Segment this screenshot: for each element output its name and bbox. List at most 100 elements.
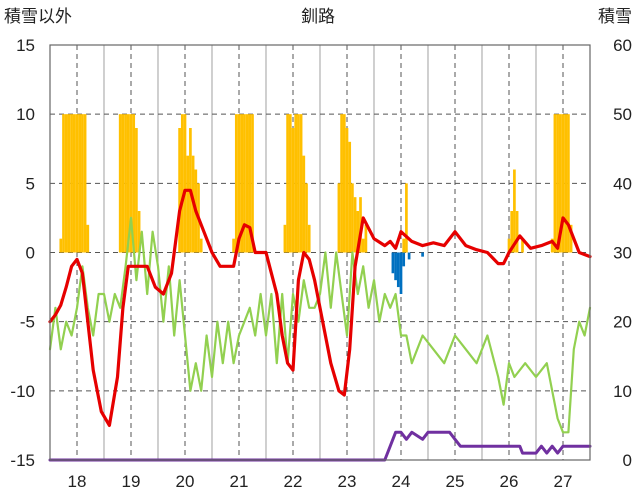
snow-bar bbox=[124, 114, 127, 253]
negative-bar bbox=[402, 252, 406, 267]
snow-bar bbox=[337, 183, 341, 253]
snow-bar bbox=[245, 114, 249, 253]
snow-bar bbox=[342, 114, 346, 253]
snow-bar bbox=[294, 114, 298, 253]
tick-labels: 18 19 20 21 22 23 24 25 26 27151050-5-10-15605040… bbox=[10, 36, 632, 491]
snow-bar bbox=[83, 114, 87, 253]
chart-title: 釧路 bbox=[301, 7, 335, 26]
snow-bar bbox=[351, 183, 354, 253]
snow-bar bbox=[67, 114, 71, 253]
snow-bar bbox=[137, 211, 141, 253]
snow-bar bbox=[345, 128, 349, 253]
x-tick-label: 18 bbox=[68, 472, 87, 491]
x-tick-label: 20 bbox=[176, 472, 195, 491]
snow-bar bbox=[286, 114, 289, 253]
snow-bar bbox=[302, 155, 306, 253]
snow-bar bbox=[515, 211, 519, 253]
snow-bar bbox=[62, 114, 65, 253]
x-tick-label: 27 bbox=[554, 472, 573, 491]
snow-bar bbox=[561, 114, 565, 253]
y-right-tick-label: 60 bbox=[613, 36, 632, 55]
snow-bar bbox=[567, 114, 570, 253]
y-left-tick-label: 5 bbox=[26, 174, 35, 193]
snow-bar bbox=[199, 238, 203, 253]
snow-bar bbox=[361, 238, 365, 253]
snow-bar bbox=[126, 114, 130, 253]
snow-bar bbox=[402, 238, 406, 253]
snow-bar bbox=[305, 183, 308, 253]
negative-bar bbox=[407, 252, 411, 260]
y-right-tick-label: 50 bbox=[613, 105, 632, 124]
snow-bar bbox=[237, 114, 241, 253]
snow-bar bbox=[72, 114, 76, 253]
snow-bar bbox=[78, 114, 82, 253]
snow-bar bbox=[521, 238, 524, 253]
snow-bar bbox=[86, 224, 90, 253]
snow-bar bbox=[283, 224, 287, 253]
snow-bar bbox=[299, 114, 303, 253]
snow-bar bbox=[510, 211, 514, 253]
snow-bar bbox=[356, 211, 360, 253]
snow-bar bbox=[178, 128, 181, 253]
green-series-line bbox=[48, 216, 592, 434]
y-left-tick-label: 10 bbox=[16, 105, 35, 124]
snow-bar bbox=[307, 224, 311, 253]
plot-frame bbox=[49, 44, 591, 461]
snow-bar bbox=[513, 169, 516, 253]
x-tick-label: 26 bbox=[500, 472, 519, 491]
snow-bar bbox=[64, 114, 68, 253]
y-left-tick-label: -5 bbox=[20, 313, 35, 332]
x-tick-label: 24 bbox=[392, 472, 411, 491]
snow-bar bbox=[405, 183, 408, 253]
x-tick-label: 19 bbox=[122, 472, 141, 491]
snow-bar bbox=[75, 114, 79, 253]
series-lines bbox=[48, 188, 592, 462]
snow-bar bbox=[232, 238, 235, 253]
snow-bar bbox=[558, 114, 562, 253]
snow-bar bbox=[564, 114, 568, 253]
snow-bar bbox=[70, 114, 73, 253]
negative-bar bbox=[396, 252, 400, 288]
negative-bar bbox=[394, 252, 397, 281]
negative-bar bbox=[421, 252, 424, 257]
x-tick-label: 22 bbox=[284, 472, 303, 491]
snow-bar bbox=[553, 114, 557, 253]
snow-bar bbox=[186, 155, 190, 253]
snow-bar bbox=[243, 114, 246, 253]
snow-bar bbox=[135, 128, 138, 253]
snow-bar bbox=[348, 141, 352, 253]
y-right-tick-label: 10 bbox=[613, 382, 632, 401]
snow-bar bbox=[353, 197, 357, 253]
snow-bar bbox=[121, 114, 125, 253]
left-axis-label: 積雪以外 bbox=[4, 7, 72, 26]
snow-bar bbox=[248, 114, 252, 253]
snow-bar bbox=[132, 114, 136, 253]
snow-bar bbox=[550, 238, 554, 253]
x-tick-label: 21 bbox=[230, 472, 249, 491]
y-left-tick-label: -15 bbox=[10, 451, 35, 470]
y-left-tick-label: -10 bbox=[10, 382, 35, 401]
snow-bar bbox=[288, 114, 292, 253]
negative-bars bbox=[391, 252, 424, 294]
y-right-tick-label: 0 bbox=[623, 451, 632, 470]
snow-bar bbox=[81, 114, 84, 253]
negative-bar bbox=[391, 252, 395, 274]
negative-bar bbox=[399, 252, 403, 294]
y-right-tick-label: 20 bbox=[613, 313, 632, 332]
snow-bar bbox=[291, 128, 295, 253]
snow-bar bbox=[340, 114, 343, 253]
snow-bar bbox=[251, 114, 254, 253]
right-axis-label: 積雪 bbox=[598, 7, 632, 26]
snow-bar bbox=[240, 114, 244, 253]
snow-bar bbox=[183, 114, 187, 253]
snow-bar bbox=[297, 114, 300, 253]
snow-bar bbox=[234, 114, 238, 253]
snow-bar bbox=[364, 224, 368, 253]
x-tick-label: 25 bbox=[446, 472, 465, 491]
snow-bar bbox=[507, 238, 511, 253]
y-left-tick-label: 0 bbox=[26, 244, 35, 263]
y-right-tick-label: 30 bbox=[613, 244, 632, 263]
snow-bar bbox=[59, 238, 63, 253]
snow-bar bbox=[569, 224, 573, 253]
